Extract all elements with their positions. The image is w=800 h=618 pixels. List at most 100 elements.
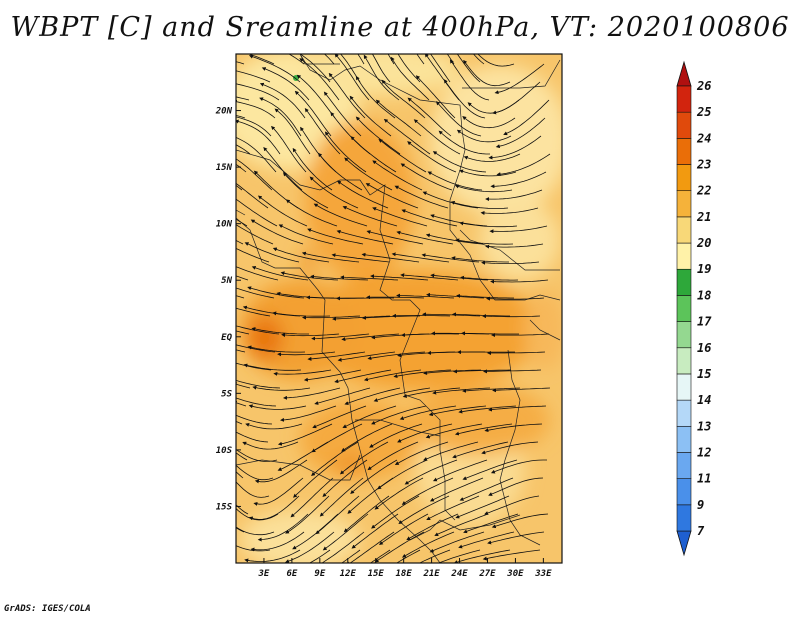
streamline [396, 230, 454, 245]
colorbar-label: 20 [696, 236, 711, 250]
streamline [377, 459, 428, 490]
streamline [317, 531, 365, 563]
streamline [400, 273, 459, 281]
streamline [236, 524, 245, 533]
streamline [236, 196, 278, 227]
streamline [341, 423, 393, 452]
colorbar-swatch [676, 111, 692, 139]
streamline [248, 495, 300, 521]
streamline [254, 459, 308, 484]
streamline [462, 387, 521, 393]
streamline [292, 147, 333, 191]
y-tick-label: 15S [216, 502, 233, 512]
streamline [242, 441, 299, 450]
streamline [236, 508, 279, 521]
streamline [489, 225, 548, 234]
streamline [407, 141, 457, 173]
streamline [480, 207, 539, 215]
colorbar-label: 7 [697, 524, 705, 538]
streamline [346, 531, 395, 563]
streamline [463, 153, 521, 162]
streamline [486, 296, 545, 301]
streamline [236, 430, 269, 443]
streamline [281, 332, 340, 337]
streamline [236, 61, 245, 65]
streamline [400, 163, 453, 191]
streamline [311, 423, 363, 453]
streamline [454, 423, 513, 436]
streamline [243, 363, 302, 371]
streamline [365, 183, 419, 209]
streamline [236, 158, 273, 191]
streamline [236, 96, 250, 101]
streamline [458, 531, 515, 549]
streamline [472, 54, 485, 65]
streamline [404, 459, 458, 485]
streamline [490, 171, 547, 189]
streamline [367, 351, 426, 361]
streamline [366, 295, 425, 300]
x-tick-label: 18E [396, 569, 413, 579]
streamline [363, 369, 422, 382]
x-tick-label: 27E [478, 569, 496, 579]
streamline [236, 379, 281, 389]
streamline [296, 74, 336, 119]
colorbar-label: 11 [697, 472, 711, 486]
streamline [252, 385, 311, 391]
streamline [490, 459, 547, 474]
streamline [363, 54, 400, 101]
streamline [350, 136, 397, 173]
streamline [236, 307, 271, 317]
streamline [484, 495, 540, 515]
streamline [302, 315, 361, 320]
streamline [342, 405, 397, 428]
streamline [490, 279, 549, 284]
streamline [422, 312, 481, 317]
y-tick-label: 15N [216, 163, 233, 173]
streamline [372, 160, 423, 191]
streamline [334, 369, 392, 384]
streamline [261, 67, 310, 101]
streamline [482, 314, 541, 319]
footer-credit: GrADS: IGES/COLA [4, 604, 91, 614]
streamline [401, 531, 455, 558]
streamline [456, 54, 481, 83]
streamline [236, 471, 244, 479]
colorbar-label: 14 [697, 393, 711, 407]
streamline [236, 349, 246, 353]
colorbar-label: 26 [696, 79, 711, 93]
streamline [463, 513, 519, 534]
streamline [437, 549, 481, 563]
streamline [341, 333, 400, 342]
streamline [485, 243, 544, 249]
colorbar-swatch [676, 452, 692, 479]
streamline [371, 405, 427, 425]
streamline [308, 549, 331, 563]
streamline [336, 229, 394, 245]
streamline [290, 477, 334, 518]
colorbar-label: 16 [697, 341, 711, 355]
streamline [236, 216, 248, 227]
streamline [432, 459, 488, 482]
streamline [343, 495, 390, 533]
streamline [236, 222, 274, 245]
streamline [462, 116, 516, 129]
streamline [397, 423, 453, 443]
streamlines [236, 54, 551, 563]
y-tick-label: 10N [216, 220, 233, 230]
streamline [425, 423, 483, 439]
colorbar-swatch [676, 216, 692, 244]
x-tick-label: 3E [258, 569, 270, 579]
streamline [247, 286, 305, 299]
streamline [259, 97, 302, 137]
streamline [301, 251, 360, 263]
streamline [307, 351, 366, 361]
streamline [483, 369, 542, 374]
streamline [250, 219, 304, 245]
colorbar-swatch [676, 321, 692, 349]
x-tick-label: 12E [340, 569, 357, 579]
streamline [337, 180, 389, 209]
streamline [492, 81, 541, 115]
streamline [494, 63, 545, 95]
y-axis: 20N 15N 10N 5N EQ 5S 10S 15S [215, 107, 241, 512]
